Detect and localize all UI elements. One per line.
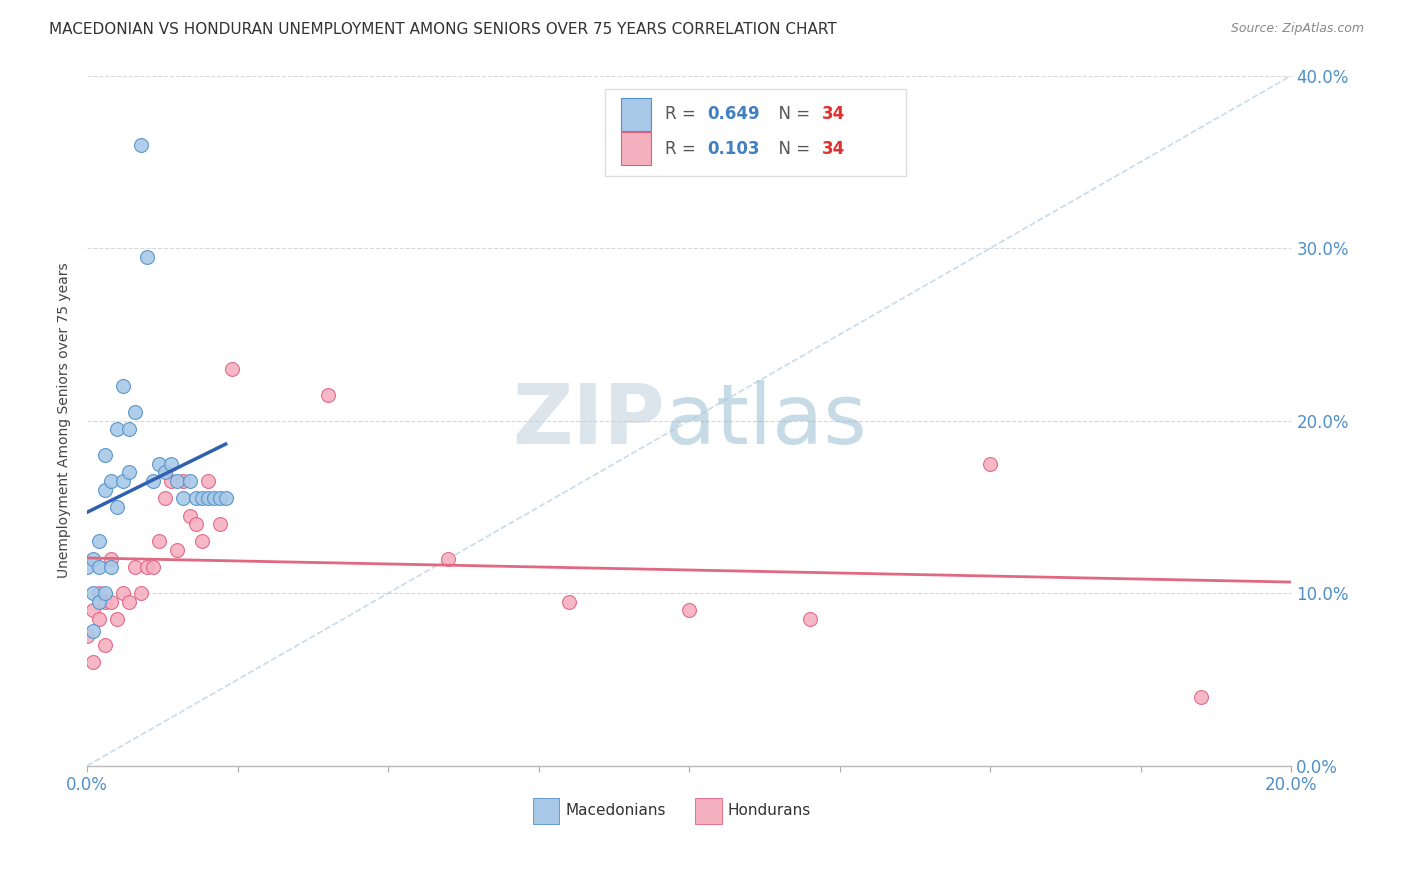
Point bbox=[118, 595, 141, 609]
Point bbox=[208, 517, 231, 532]
Point bbox=[979, 457, 1001, 471]
Point bbox=[94, 448, 117, 462]
Point bbox=[89, 534, 111, 549]
Point bbox=[208, 491, 231, 506]
Text: 0.103: 0.103 bbox=[707, 140, 759, 158]
Point bbox=[155, 491, 177, 506]
Point bbox=[89, 612, 111, 626]
Point bbox=[148, 534, 170, 549]
Point bbox=[112, 474, 135, 488]
Point bbox=[131, 137, 153, 152]
Point bbox=[190, 491, 212, 506]
Point bbox=[131, 586, 153, 600]
Point bbox=[105, 612, 128, 626]
Point bbox=[100, 474, 122, 488]
Point bbox=[160, 457, 183, 471]
Point bbox=[118, 466, 141, 480]
Point bbox=[142, 560, 165, 574]
Text: Macedonians: Macedonians bbox=[565, 803, 666, 818]
Point bbox=[124, 560, 146, 574]
Point bbox=[678, 603, 700, 617]
Text: ZIP: ZIP bbox=[513, 380, 665, 461]
Point bbox=[221, 362, 243, 376]
Point bbox=[148, 457, 170, 471]
Point bbox=[173, 491, 195, 506]
Point bbox=[82, 551, 104, 566]
Point bbox=[89, 595, 111, 609]
Point bbox=[173, 474, 195, 488]
Point bbox=[179, 474, 201, 488]
Point bbox=[202, 491, 225, 506]
Text: Source: ZipAtlas.com: Source: ZipAtlas.com bbox=[1230, 22, 1364, 36]
Point bbox=[100, 551, 122, 566]
Point bbox=[184, 491, 207, 506]
Point bbox=[100, 560, 122, 574]
Point bbox=[105, 500, 128, 514]
Point bbox=[179, 508, 201, 523]
Point bbox=[94, 483, 117, 497]
Point bbox=[94, 586, 117, 600]
Point bbox=[155, 466, 177, 480]
Point bbox=[94, 638, 117, 652]
Point bbox=[124, 405, 146, 419]
Point bbox=[214, 491, 236, 506]
Point bbox=[437, 551, 460, 566]
Point bbox=[82, 624, 104, 639]
Text: R =: R = bbox=[665, 140, 702, 158]
Text: MACEDONIAN VS HONDURAN UNEMPLOYMENT AMONG SENIORS OVER 75 YEARS CORRELATION CHAR: MACEDONIAN VS HONDURAN UNEMPLOYMENT AMON… bbox=[49, 22, 837, 37]
Point bbox=[82, 586, 104, 600]
FancyBboxPatch shape bbox=[696, 797, 721, 824]
Point bbox=[76, 629, 98, 643]
FancyBboxPatch shape bbox=[605, 89, 905, 176]
Point bbox=[799, 612, 821, 626]
Point bbox=[82, 603, 104, 617]
FancyBboxPatch shape bbox=[620, 97, 651, 131]
Point bbox=[105, 422, 128, 436]
Text: N =: N = bbox=[768, 105, 815, 123]
Text: N =: N = bbox=[768, 140, 815, 158]
Point bbox=[89, 586, 111, 600]
Point bbox=[94, 595, 117, 609]
Y-axis label: Unemployment Among Seniors over 75 years: Unemployment Among Seniors over 75 years bbox=[58, 263, 72, 579]
Point bbox=[184, 517, 207, 532]
Point bbox=[166, 474, 188, 488]
FancyBboxPatch shape bbox=[533, 797, 560, 824]
Text: 0.649: 0.649 bbox=[707, 105, 761, 123]
Point bbox=[136, 250, 159, 264]
Text: R =: R = bbox=[665, 105, 702, 123]
Text: Hondurans: Hondurans bbox=[728, 803, 811, 818]
Point bbox=[100, 595, 122, 609]
Point bbox=[316, 388, 339, 402]
Point bbox=[166, 543, 188, 558]
Point bbox=[118, 422, 141, 436]
Point bbox=[160, 474, 183, 488]
Point bbox=[1189, 690, 1212, 704]
Text: 34: 34 bbox=[821, 140, 845, 158]
Point bbox=[112, 379, 135, 393]
Point bbox=[76, 560, 98, 574]
FancyBboxPatch shape bbox=[620, 132, 651, 165]
Point bbox=[197, 474, 219, 488]
Point bbox=[197, 491, 219, 506]
Point bbox=[112, 586, 135, 600]
Point bbox=[142, 474, 165, 488]
Text: 34: 34 bbox=[821, 105, 845, 123]
Point bbox=[558, 595, 581, 609]
Point bbox=[136, 560, 159, 574]
Point bbox=[82, 655, 104, 669]
Point bbox=[89, 560, 111, 574]
Text: atlas: atlas bbox=[665, 380, 868, 461]
Point bbox=[190, 534, 212, 549]
